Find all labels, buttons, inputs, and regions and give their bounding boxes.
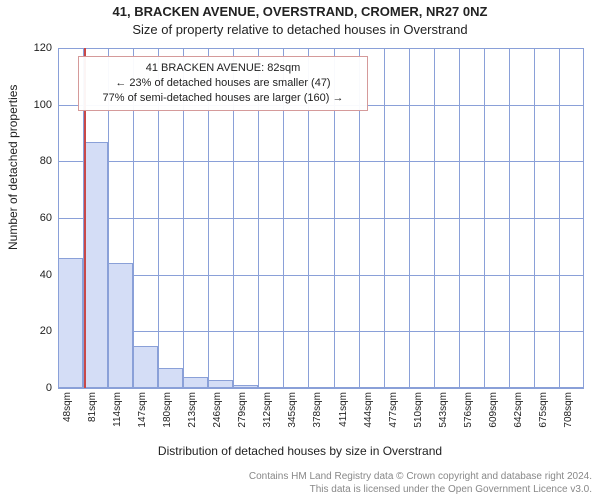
x-tick-label: 246sqm bbox=[212, 392, 223, 434]
credits-line1: Contains HM Land Registry data © Crown c… bbox=[249, 470, 592, 483]
x-tick-label: 411sqm bbox=[338, 392, 349, 434]
y-tick-label: 100 bbox=[34, 99, 52, 111]
chart-subtitle: Size of property relative to detached ho… bbox=[0, 22, 600, 37]
y-tick-label: 0 bbox=[46, 382, 52, 394]
gridline-v bbox=[484, 48, 485, 388]
x-tick-label: 708sqm bbox=[563, 392, 574, 434]
gridline-v bbox=[583, 48, 584, 388]
callout-line3: 77% of semi-detached houses are larger (… bbox=[87, 91, 359, 106]
x-tick-label: 213sqm bbox=[187, 392, 198, 434]
x-tick-label: 48sqm bbox=[62, 392, 73, 434]
x-tick-label: 279sqm bbox=[237, 392, 248, 434]
x-tick-label: 642sqm bbox=[513, 392, 524, 434]
credits-text: Contains HM Land Registry data © Crown c… bbox=[249, 470, 592, 496]
chart-title: 41, BRACKEN AVENUE, OVERSTRAND, CROMER, … bbox=[0, 4, 600, 19]
x-tick-label: 675sqm bbox=[538, 392, 549, 434]
x-tick-label: 510sqm bbox=[413, 392, 424, 434]
histogram-bar bbox=[133, 346, 158, 389]
chart-container: 41, BRACKEN AVENUE, OVERSTRAND, CROMER, … bbox=[0, 0, 600, 500]
x-tick-label: 378sqm bbox=[312, 392, 323, 434]
y-axis-label: Number of detached properties bbox=[6, 85, 20, 250]
gridline-v bbox=[559, 48, 560, 388]
x-tick-label: 180sqm bbox=[162, 392, 173, 434]
gridline-h bbox=[58, 331, 584, 332]
histogram-bar bbox=[183, 377, 208, 388]
histogram-bar bbox=[58, 258, 83, 388]
histogram-bar bbox=[233, 385, 258, 388]
gridline-h bbox=[58, 388, 584, 389]
x-tick-label: 444sqm bbox=[363, 392, 374, 434]
plot-area: 02040608010012048sqm81sqm114sqm147sqm180… bbox=[58, 48, 584, 388]
gridline-v bbox=[459, 48, 460, 388]
gridline-h bbox=[58, 218, 584, 219]
x-tick-label: 543sqm bbox=[438, 392, 449, 434]
histogram-bar bbox=[108, 263, 133, 388]
x-tick-label: 576sqm bbox=[463, 392, 474, 434]
credits-line2: This data is licensed under the Open Gov… bbox=[249, 483, 592, 496]
gridline-h bbox=[58, 161, 584, 162]
x-tick-label: 147sqm bbox=[137, 392, 148, 434]
x-tick-label: 609sqm bbox=[488, 392, 499, 434]
callout-line1: 41 BRACKEN AVENUE: 82sqm bbox=[87, 61, 359, 76]
gridline-v bbox=[409, 48, 410, 388]
gridline-h bbox=[58, 48, 584, 49]
x-tick-label: 81sqm bbox=[87, 392, 98, 434]
gridline-v bbox=[534, 48, 535, 388]
y-tick-label: 80 bbox=[40, 155, 52, 167]
callout-box: 41 BRACKEN AVENUE: 82sqm← 23% of detache… bbox=[78, 56, 368, 111]
gridline-h bbox=[58, 275, 584, 276]
gridline-v bbox=[509, 48, 510, 388]
x-tick-label: 477sqm bbox=[388, 392, 399, 434]
histogram-bar bbox=[83, 142, 108, 389]
histogram-bar bbox=[208, 380, 233, 389]
x-tick-label: 312sqm bbox=[262, 392, 273, 434]
y-tick-label: 20 bbox=[40, 325, 52, 337]
gridline-v bbox=[384, 48, 385, 388]
gridline-v bbox=[434, 48, 435, 388]
x-tick-label: 114sqm bbox=[112, 392, 123, 434]
y-tick-label: 60 bbox=[40, 212, 52, 224]
y-tick-label: 120 bbox=[34, 42, 52, 54]
x-axis-label: Distribution of detached houses by size … bbox=[0, 444, 600, 458]
histogram-bar bbox=[158, 368, 183, 388]
callout-line2: ← 23% of detached houses are smaller (47… bbox=[87, 76, 359, 91]
y-tick-label: 40 bbox=[40, 269, 52, 281]
x-tick-label: 345sqm bbox=[287, 392, 298, 434]
